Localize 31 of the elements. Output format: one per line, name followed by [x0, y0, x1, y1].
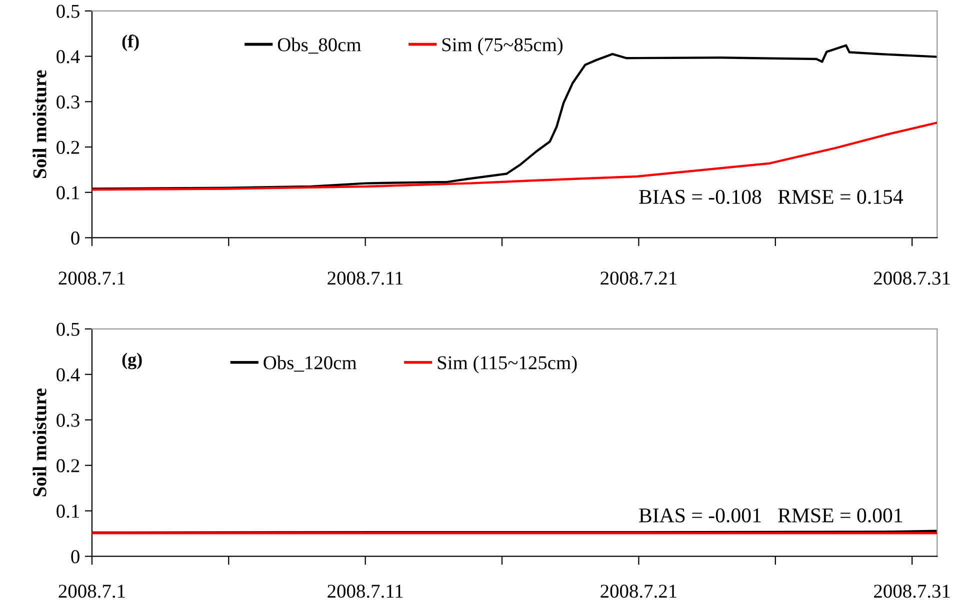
- y-tick-label: 0.4: [56, 50, 80, 64]
- y-tick-label: 0.5: [56, 322, 80, 336]
- y-tick-label: 0: [71, 550, 80, 564]
- x-tick-label: 2008.7.31: [874, 584, 950, 598]
- annotation: BIAS = -0.108 RMSE = 0.154: [639, 190, 904, 204]
- y-tick-label: 0.1: [56, 504, 79, 518]
- annotation: (g): [122, 352, 142, 370]
- line-series: [92, 122, 938, 191]
- legend-label: Sim (115~125cm): [438, 356, 577, 374]
- y-axis-title: Soil moisture: [32, 388, 46, 496]
- annotation: (f): [122, 34, 139, 52]
- y-tick-label: 0.3: [56, 95, 80, 109]
- y-tick-label: 0.1: [56, 186, 79, 200]
- annotation: BIAS = -0.001 RMSE = 0.001: [639, 508, 902, 523]
- x-tick-label: 2008.7.21: [600, 584, 676, 598]
- x-tick-label: 2008.7.11: [328, 584, 403, 598]
- y-tick-label: 0.3: [56, 414, 80, 427]
- x-tick-label: 2008.7.21: [600, 272, 676, 285]
- x-tick-label: 2008.7.1: [58, 584, 125, 598]
- x-tick-label: 2008.7.11: [328, 272, 403, 285]
- legend-label: Sim (75~85cm): [442, 38, 563, 56]
- legend-label: Obs_120cm: [264, 356, 357, 372]
- y-tick-label: 0.2: [56, 140, 80, 154]
- y-tick-label: 0.5: [56, 4, 80, 18]
- y-axis-title: Soil moisture: [32, 70, 46, 178]
- x-tick-label: 2008.7.31: [874, 272, 950, 285]
- y-tick-label: 0.2: [56, 459, 80, 472]
- legend-label: Obs_80cm: [278, 38, 362, 54]
- y-tick-label: 0.4: [56, 368, 80, 382]
- x-tick-label: 2008.7.1: [58, 272, 125, 285]
- y-tick-label: 0: [71, 232, 80, 245]
